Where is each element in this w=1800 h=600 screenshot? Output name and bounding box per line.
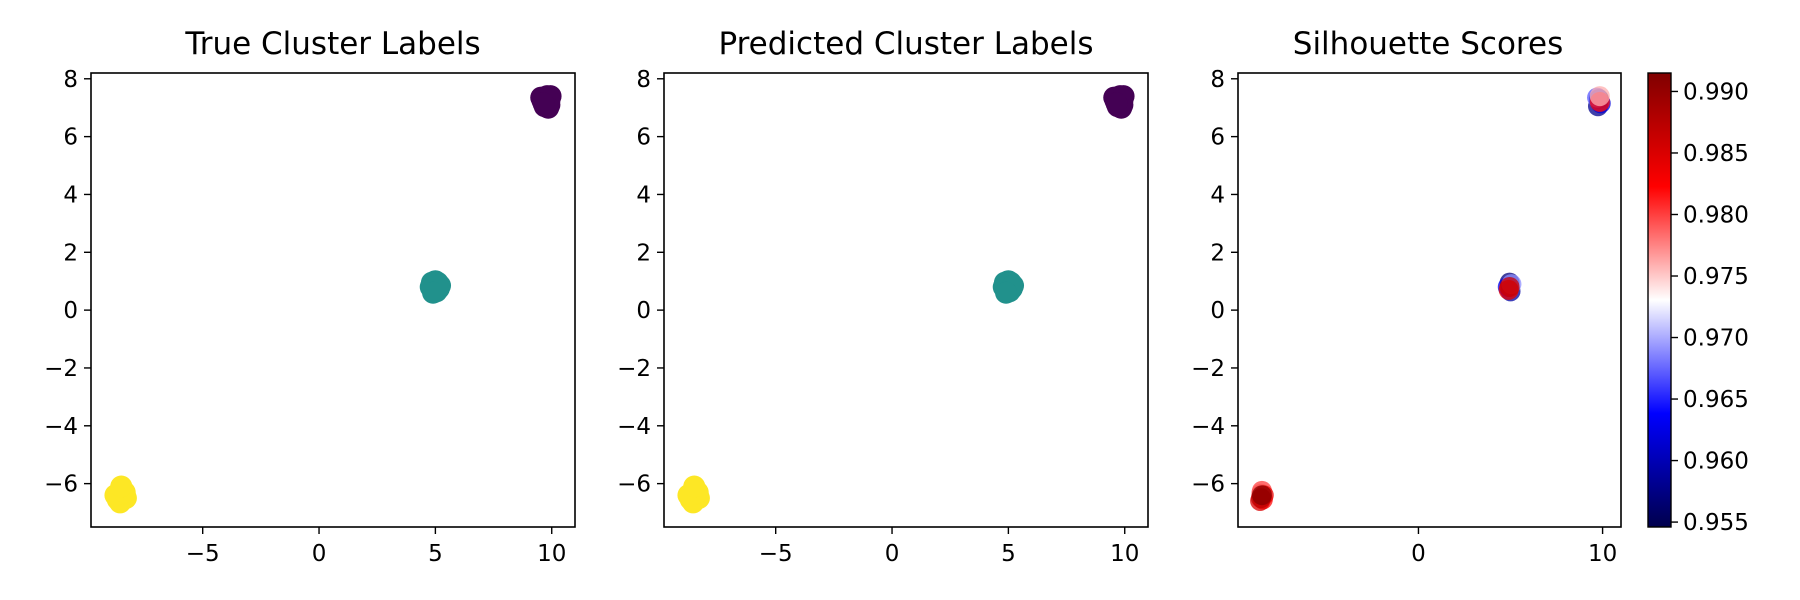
colorbar-tick-label: 0.965 bbox=[1683, 387, 1749, 413]
y-tick-label: 4 bbox=[1210, 182, 1225, 208]
colorbar-gradient bbox=[1647, 72, 1672, 528]
scatter-point bbox=[532, 92, 555, 115]
axis-ticks: −5 0 5 10 −6 −4 −2 0 2 4 6 8 bbox=[44, 67, 566, 567]
y-tick-label: −2 bbox=[44, 356, 78, 382]
plot-frame bbox=[90, 72, 576, 528]
colorbar-tick-label: 0.975 bbox=[1683, 264, 1749, 290]
y-tick-label: 8 bbox=[636, 67, 651, 93]
axis-ticks: 0 10 −6 −4 −2 0 2 4 6 8 bbox=[1191, 67, 1617, 567]
y-tick-label: 2 bbox=[636, 240, 651, 266]
x-tick-label: 0 bbox=[312, 541, 327, 567]
plot-frame bbox=[663, 72, 1149, 528]
x-tick-label: 10 bbox=[1588, 541, 1617, 567]
colorbar-tick-label: 0.985 bbox=[1683, 141, 1749, 167]
y-tick-label: −2 bbox=[617, 356, 651, 382]
y-tick-label: 6 bbox=[1210, 125, 1225, 151]
y-tick-label: 6 bbox=[636, 125, 651, 151]
scatter-point bbox=[110, 475, 133, 498]
panel-title: True Cluster Labels bbox=[184, 26, 480, 62]
y-tick-label: 2 bbox=[1210, 240, 1225, 266]
y-tick-label: 8 bbox=[63, 67, 78, 93]
y-tick-label: −6 bbox=[617, 472, 651, 498]
y-tick-label: 6 bbox=[63, 125, 78, 151]
y-tick-label: 0 bbox=[636, 298, 651, 324]
scatter-point bbox=[422, 281, 445, 304]
x-tick-label: 10 bbox=[1110, 541, 1139, 567]
axis-ticks: −5 0 5 10 −6 −4 −2 0 2 4 6 8 bbox=[617, 67, 1139, 567]
colorbar-tick-label: 0.970 bbox=[1683, 326, 1749, 352]
scatter-point bbox=[1589, 86, 1610, 107]
y-tick-label: −6 bbox=[44, 472, 78, 498]
y-tick-label: −4 bbox=[1191, 414, 1225, 440]
y-tick-label: 8 bbox=[1210, 67, 1225, 93]
y-tick-label: 0 bbox=[63, 298, 78, 324]
panel-true-cluster-labels: True Cluster Labels −5 0 5 10 −6 −4 −2 0 2 4 6 8 bbox=[44, 26, 576, 567]
colorbar: 0.955 0.960 0.965 0.970 0.975 0.980 0.985 0.990 bbox=[1647, 72, 1749, 536]
y-tick-label: 0 bbox=[1210, 298, 1225, 324]
panel-title: Silhouette Scores bbox=[1293, 26, 1563, 62]
y-tick-label: 4 bbox=[63, 182, 78, 208]
colorbar-tick-label: 0.980 bbox=[1683, 202, 1749, 228]
x-tick-label: 5 bbox=[1001, 541, 1016, 567]
x-tick-label: −5 bbox=[759, 541, 793, 567]
colorbar-tick-label: 0.990 bbox=[1683, 79, 1749, 105]
scatter-point bbox=[1251, 485, 1272, 506]
y-tick-label: −2 bbox=[1191, 356, 1225, 382]
scatter-points bbox=[677, 85, 1135, 514]
scatter-point bbox=[1499, 276, 1520, 297]
y-tick-label: −6 bbox=[1191, 472, 1225, 498]
panel-silhouette-scores: Silhouette Scores 0 10 −6 −4 −2 0 2 4 6 8 bbox=[1191, 26, 1622, 567]
colorbar-tick-label: 0.960 bbox=[1683, 449, 1749, 475]
x-tick-label: 10 bbox=[537, 541, 566, 567]
scatter-points bbox=[104, 85, 562, 514]
panel-title: Predicted Cluster Labels bbox=[718, 26, 1093, 62]
scatter-point bbox=[995, 281, 1018, 304]
scatter-points bbox=[1250, 86, 1611, 511]
colorbar-ticks: 0.955 0.960 0.965 0.970 0.975 0.980 0.985 0.990 bbox=[1671, 79, 1749, 536]
y-tick-label: −4 bbox=[617, 414, 651, 440]
y-tick-label: 2 bbox=[63, 240, 78, 266]
scatter-point bbox=[683, 475, 706, 498]
x-tick-label: −5 bbox=[186, 541, 220, 567]
panel-predicted-cluster-labels: Predicted Cluster Labels −5 0 5 10 −6 −4 −2 0 2 4… bbox=[617, 26, 1149, 567]
x-tick-label: 5 bbox=[428, 541, 443, 567]
x-tick-label: 0 bbox=[1411, 541, 1426, 567]
plot-frame bbox=[1237, 72, 1622, 528]
x-tick-label: 0 bbox=[885, 541, 900, 567]
y-tick-label: −4 bbox=[44, 414, 78, 440]
colorbar-tick-label: 0.955 bbox=[1683, 510, 1749, 536]
y-tick-label: 4 bbox=[636, 182, 651, 208]
scatter-point bbox=[1105, 92, 1128, 115]
